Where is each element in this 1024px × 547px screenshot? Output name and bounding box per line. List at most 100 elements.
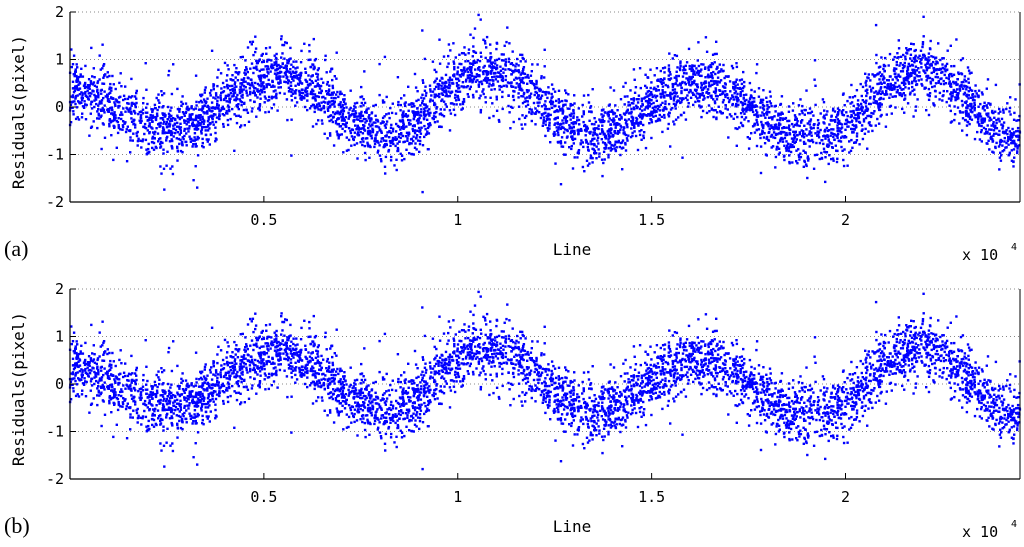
data-point — [668, 103, 670, 105]
data-point — [844, 129, 846, 131]
data-point — [384, 56, 386, 58]
data-point — [354, 124, 356, 126]
data-point — [704, 66, 706, 68]
data-point — [967, 105, 969, 107]
data-point — [396, 169, 398, 171]
data-point — [130, 111, 132, 113]
data-point — [438, 39, 440, 41]
data-point — [443, 101, 445, 103]
data-point — [903, 82, 905, 84]
data-point — [177, 150, 179, 152]
data-point — [324, 59, 326, 61]
data-point — [342, 123, 344, 125]
data-point — [766, 113, 768, 115]
data-point — [1006, 102, 1008, 104]
data-point — [505, 75, 507, 77]
data-point — [195, 145, 197, 147]
data-point — [237, 79, 239, 81]
data-point — [520, 95, 522, 97]
data-point — [364, 145, 366, 147]
data-point — [451, 79, 453, 81]
data-point — [658, 89, 660, 91]
data-point — [882, 68, 884, 70]
data-point — [857, 115, 859, 117]
data-point — [654, 106, 656, 108]
data-point — [171, 146, 173, 148]
data-point — [550, 103, 552, 105]
data-point — [925, 66, 927, 68]
data-point — [306, 109, 308, 111]
data-point — [590, 143, 592, 145]
data-point — [254, 36, 256, 38]
data-point — [612, 121, 614, 123]
data-point — [332, 116, 334, 118]
data-point — [644, 74, 646, 76]
data-point — [974, 104, 976, 106]
data-point — [897, 89, 899, 91]
data-point — [366, 142, 368, 144]
data-point — [137, 144, 139, 146]
data-point — [101, 89, 103, 91]
data-point — [773, 115, 775, 117]
data-point — [320, 78, 322, 80]
data-point — [594, 150, 596, 152]
data-point — [818, 136, 820, 138]
data-point — [756, 111, 758, 113]
data-point — [747, 120, 749, 122]
data-point — [321, 122, 323, 124]
data-point — [561, 136, 563, 138]
data-point — [129, 108, 131, 110]
data-point — [524, 97, 526, 99]
data-point — [707, 96, 709, 98]
data-point — [647, 90, 649, 92]
data-point — [941, 57, 943, 59]
data-point — [948, 97, 950, 99]
data-point — [315, 95, 317, 97]
data-point — [734, 85, 736, 87]
data-point — [722, 101, 724, 103]
data-point — [736, 116, 738, 118]
data-point — [618, 118, 620, 120]
data-point — [511, 73, 513, 75]
data-point — [874, 74, 876, 76]
data-point — [988, 148, 990, 150]
data-point — [203, 123, 205, 125]
data-point — [316, 76, 318, 78]
data-point — [663, 96, 665, 98]
data-point — [593, 143, 595, 145]
data-point — [449, 77, 451, 79]
data-point — [715, 41, 717, 43]
data-point — [318, 92, 320, 94]
data-point — [126, 160, 128, 162]
data-point — [530, 113, 532, 115]
data-point — [910, 48, 912, 50]
data-point — [251, 107, 253, 109]
data-point — [588, 101, 590, 103]
data-point — [96, 110, 98, 112]
data-point — [462, 101, 464, 103]
data-point — [240, 88, 242, 90]
data-point — [488, 65, 490, 67]
data-point — [263, 85, 265, 87]
data-point — [354, 102, 356, 104]
data-point — [570, 148, 572, 150]
data-point — [169, 109, 171, 111]
data-point — [829, 141, 831, 143]
data-point — [1003, 131, 1005, 133]
data-point — [567, 93, 569, 95]
data-point — [397, 150, 399, 152]
data-point — [943, 90, 945, 92]
data-point — [447, 79, 449, 81]
data-point — [453, 60, 455, 62]
data-point — [467, 93, 469, 95]
data-point — [652, 102, 654, 104]
data-point — [604, 142, 606, 144]
data-point — [681, 87, 683, 89]
data-point — [570, 136, 572, 138]
data-point — [496, 42, 498, 44]
data-point — [98, 114, 100, 116]
data-point — [302, 92, 304, 94]
data-point — [273, 85, 275, 87]
data-point — [861, 95, 863, 97]
data-point — [146, 103, 148, 105]
